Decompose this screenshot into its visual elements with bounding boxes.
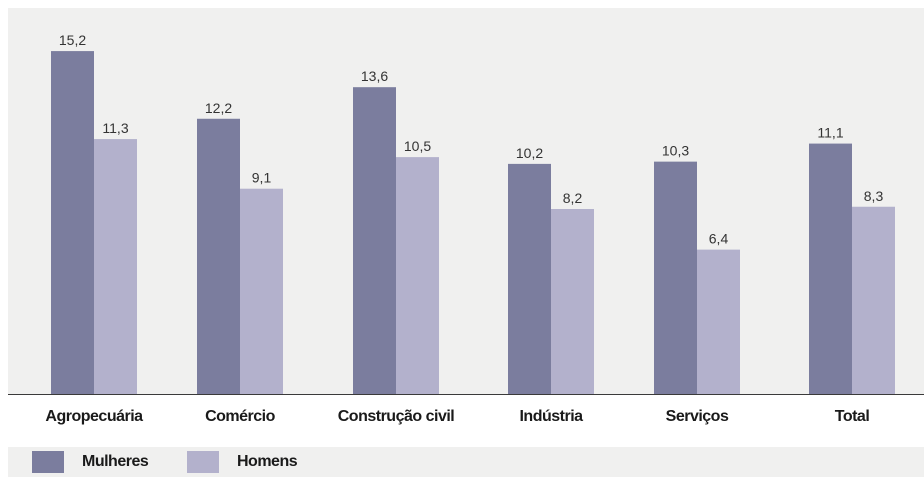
data-label-mulheres-comercio: 12,2 xyxy=(205,100,232,116)
bar-mulheres-comercio xyxy=(197,118,240,394)
bar-homens-servicos xyxy=(697,249,740,394)
legend-swatch-homens xyxy=(187,451,219,473)
data-label-homens-total: 8,3 xyxy=(864,188,884,204)
category-label-total: Total xyxy=(835,408,870,425)
bar-homens-agropecuaria xyxy=(94,139,137,394)
bar-homens-total xyxy=(852,206,895,394)
legend-label-mulheres: Mulheres xyxy=(82,453,149,470)
category-label-servicos: Serviços xyxy=(666,408,729,425)
legend-swatch-mulheres xyxy=(32,451,64,473)
bar-mulheres-agropecuaria xyxy=(51,51,94,394)
category-label-construcao-civil: Construção civil xyxy=(338,408,455,425)
category-label-industria: Indústria xyxy=(519,408,583,425)
legend-item-homens: Homens xyxy=(187,451,298,473)
data-label-homens-construcao-civil: 10,5 xyxy=(404,138,431,154)
category-label-agropecuaria: Agropecuária xyxy=(45,408,143,425)
legend-label-homens: Homens xyxy=(237,453,298,470)
bar-mulheres-total xyxy=(809,143,852,394)
bar-homens-construcao-civil xyxy=(396,157,439,394)
data-label-mulheres-total: 11,1 xyxy=(817,125,843,141)
data-label-homens-servicos: 6,4 xyxy=(709,231,729,247)
bar-homens-comercio xyxy=(240,188,283,394)
data-label-mulheres-industria: 10,2 xyxy=(516,145,543,161)
data-label-homens-agropecuaria: 11,3 xyxy=(102,120,128,136)
legend-item-mulheres: Mulheres xyxy=(32,451,149,473)
data-label-mulheres-agropecuaria: 15,2 xyxy=(59,32,86,48)
category-label-comercio: Comércio xyxy=(205,408,276,425)
bar-mulheres-construcao-civil xyxy=(353,87,396,395)
plot-panel xyxy=(8,8,924,394)
data-label-homens-industria: 8,2 xyxy=(563,190,583,206)
bar-mulheres-industria xyxy=(508,163,551,394)
bar-chart: 15,2 11,3 Agropecuária 12,2 9,1 Comércio 13,6 1… xyxy=(8,32,924,425)
data-label-homens-comercio: 9,1 xyxy=(252,170,272,186)
bar-homens-industria xyxy=(551,209,594,394)
data-label-mulheres-servicos: 10,3 xyxy=(662,143,689,159)
data-label-mulheres-construcao-civil: 13,6 xyxy=(361,68,388,84)
legend: Mulheres Homens xyxy=(8,447,924,477)
bar-mulheres-servicos xyxy=(654,161,697,394)
